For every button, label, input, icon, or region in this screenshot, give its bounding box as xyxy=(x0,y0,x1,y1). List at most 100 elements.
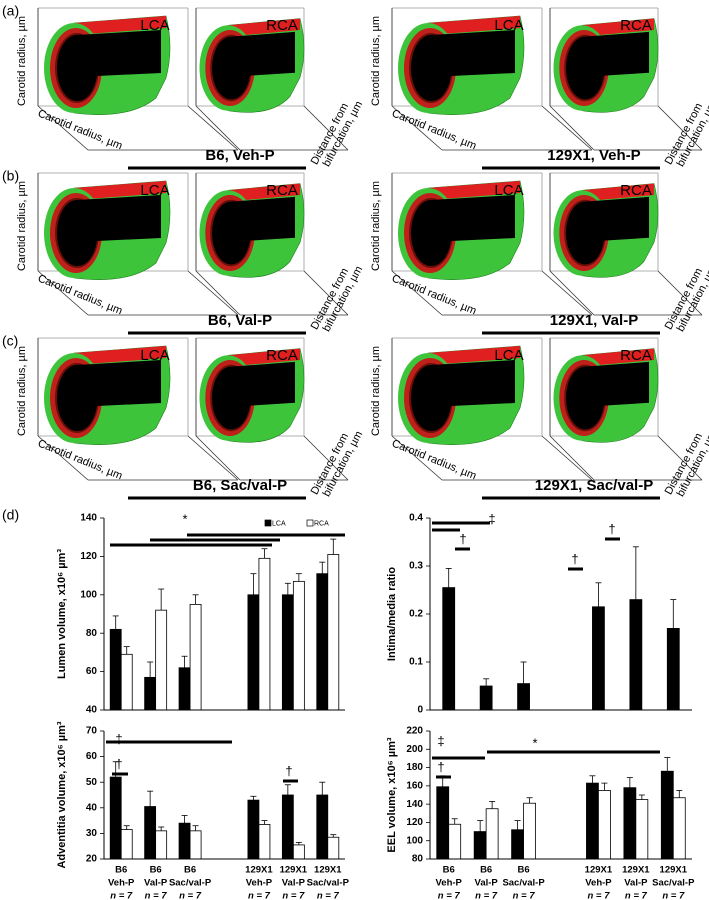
frame-line xyxy=(541,270,593,316)
vessel-top xyxy=(582,18,654,37)
bar xyxy=(316,794,329,860)
x-tick-label: n = 7 xyxy=(513,891,536,900)
y-tick-label: 40 xyxy=(86,802,98,813)
significance-mark: † xyxy=(285,763,292,778)
bar xyxy=(327,836,340,860)
significance-mark: ‡ xyxy=(437,733,444,748)
frame-line xyxy=(195,270,241,316)
axis-label: Carotid radius, µm xyxy=(16,346,28,436)
x-tick-label: Veh-P xyxy=(108,878,135,889)
bar xyxy=(485,808,499,860)
panel-label: (a) xyxy=(2,3,19,19)
x-tick-label: n = 7 xyxy=(248,891,271,900)
bar xyxy=(155,609,168,711)
bar xyxy=(109,776,122,860)
x-tick-label: B6 xyxy=(150,865,162,876)
bar xyxy=(592,606,605,711)
axis-label: Carotid radius, µm xyxy=(370,16,382,106)
view-label: LCA xyxy=(140,17,169,34)
y-tick-label: 50 xyxy=(86,777,98,788)
group-title: B6, Veh-P xyxy=(205,147,274,164)
vessel xyxy=(398,180,525,280)
vessel-top xyxy=(74,346,166,365)
x-tick-label: Veh-P xyxy=(436,878,463,889)
x-tick-label: n = 7 xyxy=(438,891,461,900)
y-tick-label: 120 xyxy=(80,551,97,562)
x-tick-label: n = 7 xyxy=(110,891,133,900)
y-tick-label: 120 xyxy=(406,817,423,828)
y-tick-label: 140 xyxy=(80,513,97,524)
frame-line xyxy=(391,105,443,151)
vessel-top xyxy=(428,346,520,365)
view-label: LCA xyxy=(494,347,523,364)
y-axis-label: Lumen volume, x10⁶ µm³ xyxy=(56,549,68,679)
x-tick-label: B6 xyxy=(443,865,455,876)
vessel xyxy=(398,15,525,115)
y-tick-label: 0.3 xyxy=(409,561,423,572)
bar xyxy=(189,604,202,711)
bar xyxy=(672,797,686,860)
frame-line xyxy=(541,435,593,481)
y-tick-label: 180 xyxy=(406,762,423,773)
frame-line xyxy=(37,270,89,316)
bar xyxy=(281,794,294,860)
view-label: RCA xyxy=(266,182,298,199)
x-tick-label: Veh-P xyxy=(585,878,612,889)
bar xyxy=(436,786,450,860)
vessel-lumen xyxy=(411,30,515,102)
group-title: 129X1, Veh-P xyxy=(547,147,640,164)
frame-line xyxy=(541,105,593,151)
bar xyxy=(109,628,122,711)
bar xyxy=(623,787,637,860)
frame-line xyxy=(303,270,349,316)
significance-mark: † xyxy=(437,759,444,774)
vessel xyxy=(44,180,171,280)
group-title: B6, Sac/val-P xyxy=(193,477,287,494)
view-label: RCA xyxy=(266,17,298,34)
axis-label: Carotid radius, µm xyxy=(16,181,28,271)
significance-mark: ‡ xyxy=(115,731,122,746)
vessel-lumen xyxy=(411,360,515,432)
x-tick-label: n = 7 xyxy=(587,891,610,900)
x-tick-label: B6 xyxy=(115,865,127,876)
vessel-lumen xyxy=(212,31,295,100)
y-tick-label: 160 xyxy=(406,780,423,791)
legend-swatch xyxy=(306,519,314,527)
vessel-top xyxy=(228,348,300,367)
frame-line xyxy=(187,270,239,316)
frame-line xyxy=(549,270,595,316)
y-tick-label: 0.1 xyxy=(409,657,423,668)
vessel-top xyxy=(228,183,300,202)
bar xyxy=(292,844,305,860)
frame-line xyxy=(549,105,595,151)
vessel xyxy=(199,18,305,113)
axis-label: Carotid radius, µm xyxy=(370,181,382,271)
bar xyxy=(523,802,536,860)
significance-mark: * xyxy=(182,511,187,526)
x-tick-label: 129X1 xyxy=(660,865,688,876)
vessel-lumen xyxy=(57,360,161,432)
view-label: RCA xyxy=(620,182,652,199)
significance-mark: † xyxy=(571,551,578,566)
y-tick-label: 140 xyxy=(406,799,423,810)
vessel xyxy=(398,345,525,445)
y-tick-label: 0.2 xyxy=(409,609,423,620)
y-axis-label: Intima/media ratio xyxy=(386,567,398,661)
vessel-lumen xyxy=(57,30,161,102)
y-tick-label: 20 xyxy=(86,854,98,865)
bar xyxy=(473,831,487,860)
frame-line xyxy=(657,105,703,151)
x-tick-label: n = 7 xyxy=(317,891,340,900)
y-tick-label: 60 xyxy=(86,666,98,677)
bar xyxy=(120,829,133,860)
vessel xyxy=(44,15,171,115)
significance-mark: * xyxy=(532,735,537,750)
bar xyxy=(660,770,674,860)
bar xyxy=(155,830,168,860)
panel-label: (d) xyxy=(2,507,19,523)
vessel-lumen xyxy=(565,361,649,430)
bar xyxy=(448,823,462,860)
frame-line xyxy=(187,435,239,481)
x-tick-label: 129X1 xyxy=(622,865,650,876)
